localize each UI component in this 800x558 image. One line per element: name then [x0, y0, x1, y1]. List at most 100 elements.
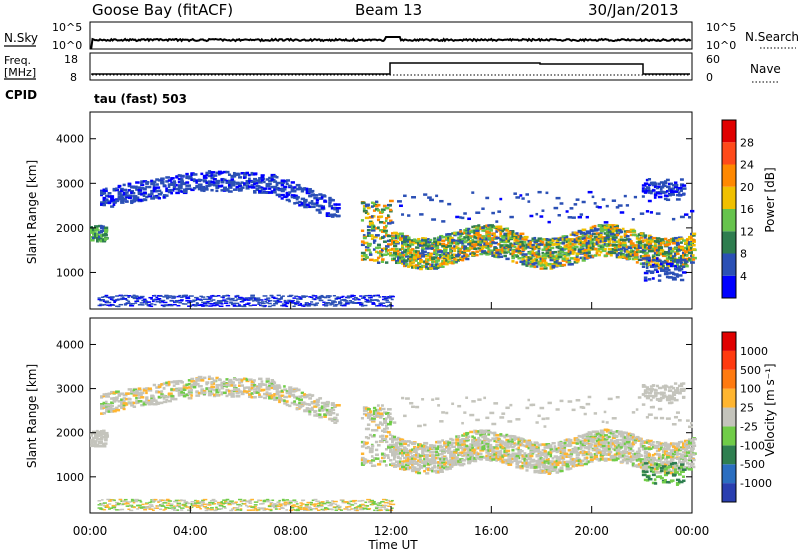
echo-cell	[291, 181, 295, 184]
echo-cell	[523, 241, 526, 244]
echo-cell	[206, 301, 210, 303]
echo-cell	[110, 405, 114, 408]
echo-cell	[184, 295, 188, 297]
echo-cell	[443, 249, 447, 252]
echo-cell	[157, 298, 161, 300]
echo-cell	[594, 248, 598, 251]
echo-cell	[658, 274, 661, 277]
echo-cell	[219, 508, 223, 510]
echo-cell	[688, 216, 691, 219]
echo-cell	[234, 303, 239, 305]
echo-cell	[125, 200, 129, 203]
echo-cell	[475, 230, 479, 233]
echo-cell	[219, 306, 224, 308]
echo-cell	[335, 304, 339, 306]
echo-cell	[652, 277, 655, 280]
echo-cell	[108, 192, 112, 195]
echo-cell	[248, 178, 251, 181]
echo-cell	[682, 271, 687, 274]
echo-cell	[168, 500, 172, 502]
echo-cell	[235, 173, 240, 176]
echo-cell	[212, 499, 216, 501]
echo-cell	[235, 388, 240, 391]
echo-cell	[268, 183, 272, 186]
echo-cell	[128, 197, 132, 200]
echo-cell	[620, 250, 623, 253]
echo-cell	[168, 507, 172, 509]
echo-cell	[150, 192, 153, 195]
echo-cell	[417, 472, 421, 475]
echo-cell	[203, 377, 207, 380]
echo-cell	[682, 259, 687, 262]
echo-cell	[632, 230, 636, 233]
echo-cell	[435, 253, 439, 256]
echo-cell	[570, 263, 574, 266]
echo-cell	[529, 215, 533, 218]
echo-cell	[570, 207, 574, 210]
echo-cell	[385, 225, 388, 228]
echo-cell	[674, 265, 677, 268]
echo-cell	[620, 231, 623, 234]
echo-cell	[198, 385, 203, 388]
echo-cell	[361, 417, 364, 420]
echo-cell	[375, 259, 379, 262]
echo-cell	[423, 251, 427, 254]
echo-cell	[303, 203, 306, 206]
echo-cell	[389, 413, 392, 416]
echo-cell	[162, 502, 167, 504]
echo-cell	[154, 499, 158, 501]
echo-cell	[650, 211, 653, 214]
echo-cell	[145, 300, 148, 302]
echo-cell	[576, 258, 580, 261]
echo-cell	[387, 431, 391, 434]
echo-cell	[389, 204, 392, 207]
echo-cell	[684, 213, 688, 216]
echo-cell	[630, 240, 633, 243]
echo-cell	[275, 504, 278, 506]
cpid-value: tau (fast) 503	[94, 92, 187, 106]
echo-cell	[311, 395, 314, 398]
echo-cell	[128, 183, 132, 186]
echo-cell	[183, 191, 188, 194]
echo-cell	[153, 384, 156, 387]
echo-cell	[391, 463, 396, 466]
echo-cell	[104, 230, 108, 233]
echo-cell	[423, 465, 426, 468]
echo-cell	[159, 295, 163, 297]
echo-cell	[433, 460, 436, 463]
echo-cell	[499, 255, 503, 258]
echo-cell	[389, 209, 392, 212]
echo-cell	[326, 402, 329, 405]
echo-cell	[291, 507, 295, 509]
echo-cell	[230, 393, 234, 396]
echo-cell	[473, 248, 477, 251]
echo-cell	[365, 204, 370, 207]
echo-cell	[385, 261, 388, 264]
echo-cell	[233, 300, 238, 302]
echo-cell	[680, 279, 684, 282]
echo-cell	[215, 384, 218, 387]
echo-cell	[178, 506, 181, 508]
echo-cell	[133, 392, 136, 395]
echo-cell	[158, 197, 161, 200]
echo-cell	[177, 305, 181, 307]
echo-cell	[321, 206, 325, 209]
echo-cell	[542, 241, 545, 244]
echo-cell	[676, 198, 681, 201]
echo-cell	[225, 384, 228, 387]
echo-cell	[140, 501, 143, 503]
echo-cell	[363, 237, 367, 240]
echo-cell	[632, 218, 635, 221]
echo-cell	[523, 253, 527, 256]
echo-cell	[566, 210, 569, 213]
echo-cell	[413, 256, 418, 259]
echo-cell	[513, 192, 517, 195]
echo-cell	[401, 466, 405, 469]
echo-cell	[296, 301, 300, 303]
echo-cell	[447, 233, 451, 236]
echo-cell	[138, 500, 142, 502]
echo-cell	[566, 257, 569, 260]
echo-cell	[363, 254, 368, 257]
echo-cell	[415, 246, 419, 249]
echo-cell	[634, 196, 637, 199]
